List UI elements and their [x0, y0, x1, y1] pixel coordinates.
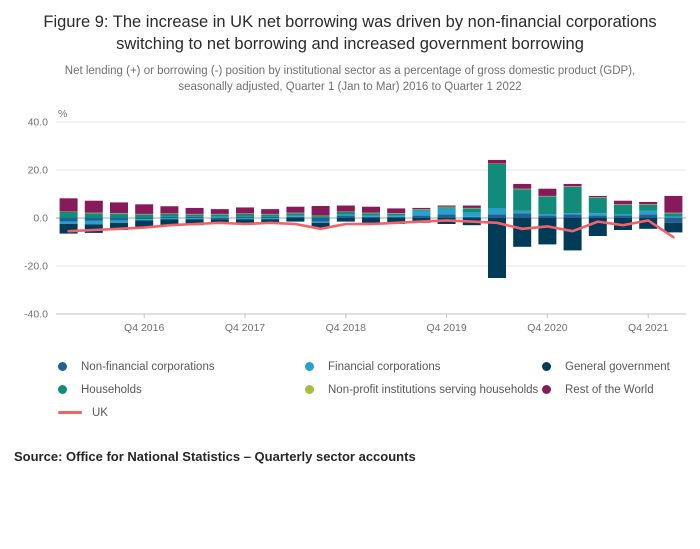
legend-label: General government	[565, 360, 670, 373]
legend-marker-financial-corporations	[305, 362, 314, 372]
svg-text:Q4 2018: Q4 2018	[326, 322, 366, 334]
svg-text:Q4 2020: Q4 2020	[527, 322, 567, 334]
svg-text:-20.0: -20.0	[24, 260, 48, 272]
legend-row: UK	[58, 407, 700, 419]
svg-text:%: %	[58, 108, 67, 120]
legend-label: Households	[81, 383, 142, 396]
svg-text:40.0: 40.0	[28, 116, 49, 128]
legend-marker-non-financial-corporations	[58, 362, 67, 372]
legend-label: UK	[92, 406, 108, 419]
svg-text:Q4 2019: Q4 2019	[426, 322, 466, 334]
svg-text:Q4 2016: Q4 2016	[124, 322, 164, 334]
chart-subtitle: Net lending (+) or borrowing (-) positio…	[64, 64, 636, 94]
svg-text:20.0: 20.0	[28, 164, 49, 176]
chart-legend: Non-financial corporations Financial cor…	[58, 361, 700, 419]
source-note: Source: Office for National Statistics –…	[14, 448, 416, 464]
legend-marker-rest-of-the-world	[542, 385, 551, 395]
legend-item-npish: Non-profit institutions serving househol…	[305, 384, 542, 396]
svg-text:Q4 2021: Q4 2021	[628, 322, 668, 334]
legend-label: Non-financial corporations	[81, 360, 215, 373]
legend-marker-npish	[305, 385, 314, 395]
legend-row: Households Non-profit institutions servi…	[58, 384, 700, 396]
svg-text:Q4 2017: Q4 2017	[225, 322, 265, 334]
legend-item-rest-of-the-world: Rest of the World	[542, 384, 700, 396]
legend-item-non-financial-corporations: Non-financial corporations	[58, 361, 305, 373]
legend-label: Financial corporations	[328, 360, 441, 373]
chart-title: Figure 9: The increase in UK net borrowi…	[43, 13, 657, 53]
legend-marker-uk-line	[58, 411, 82, 415]
legend-item-general-government: General government	[542, 361, 700, 373]
legend-label: Rest of the World	[565, 383, 654, 396]
chart-area: 40.0 20.0 0.0 -20.0 -40.0% Q4 2016 Q4 2017 Q4 2…	[0, 106, 700, 347]
svg-text:-40.0: -40.0	[24, 308, 48, 320]
legend-item-financial-corporations: Financial corporations	[305, 361, 542, 373]
legend-marker-households	[58, 385, 67, 395]
svg-text:0.0: 0.0	[33, 212, 48, 224]
chart-svg: 40.0 20.0 0.0 -20.0 -40.0% Q4 2016 Q4 2017 Q4 2…	[24, 108, 686, 334]
legend-item-uk: UK	[58, 407, 305, 419]
legend-label: Non-profit institutions serving househol…	[328, 383, 539, 396]
legend-marker-general-government	[542, 362, 551, 372]
legend-item-households: Households	[58, 384, 305, 396]
legend-row: Non-financial corporations Financial cor…	[58, 361, 700, 373]
